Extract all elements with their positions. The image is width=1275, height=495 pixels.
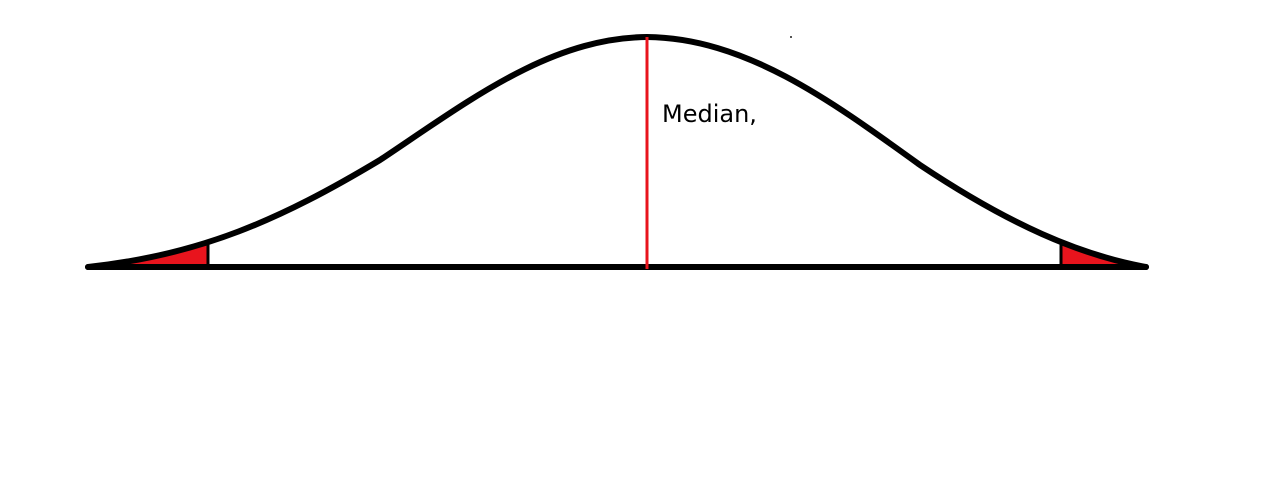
stray-dot [790, 36, 792, 38]
left-tail-region [88, 243, 208, 267]
right-tail-region [1061, 243, 1146, 267]
bell-curve [85, 33, 1149, 270]
median-label: Median, [662, 100, 757, 128]
